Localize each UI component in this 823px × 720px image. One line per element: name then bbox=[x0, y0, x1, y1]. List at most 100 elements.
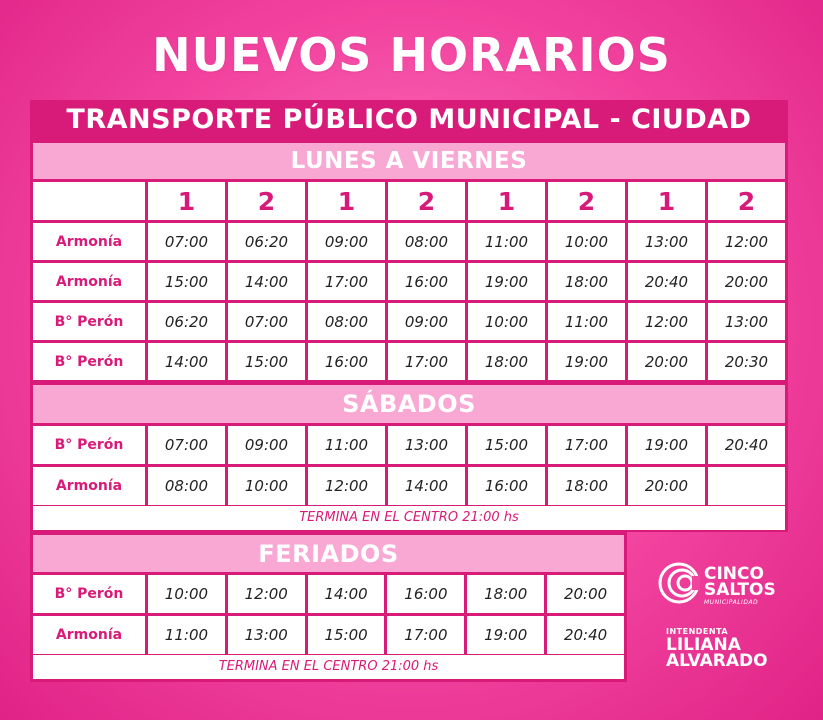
time-cell: 16:00 bbox=[465, 464, 548, 508]
time-cell: 12:00 bbox=[705, 220, 788, 263]
table-row: B° Perón 14:00 15:00 16:00 17:00 18:00 1… bbox=[30, 340, 788, 383]
stop-label: B° Perón bbox=[30, 423, 148, 467]
column-header: 1 bbox=[305, 179, 388, 223]
time-cell: 15:00 bbox=[465, 423, 548, 467]
time-cell: 11:00 bbox=[145, 613, 228, 657]
time-cell: 10:00 bbox=[545, 220, 628, 263]
time-cell: 09:00 bbox=[305, 220, 388, 263]
header-corner-cell bbox=[30, 179, 148, 223]
table-row: B° Perón 07:00 09:00 11:00 13:00 15:00 1… bbox=[30, 423, 788, 467]
time-cell: 18:00 bbox=[465, 340, 548, 383]
table-row: Armonía 08:00 10:00 12:00 14:00 16:00 18… bbox=[30, 464, 788, 508]
column-header: 2 bbox=[705, 179, 788, 223]
time-cell: 20:40 bbox=[625, 260, 708, 303]
saturdays-label: SÁBADOS bbox=[342, 390, 476, 418]
time-cell: 06:20 bbox=[145, 300, 228, 343]
time-cell: 14:00 bbox=[385, 464, 468, 508]
stop-label: Armonía bbox=[30, 260, 148, 303]
table-row: B° Perón 10:00 12:00 14:00 16:00 18:00 2… bbox=[30, 572, 627, 616]
column-header: 2 bbox=[545, 179, 628, 223]
time-cell: 10:00 bbox=[465, 300, 548, 343]
table-row: B° Perón 06:20 07:00 08:00 09:00 10:00 1… bbox=[30, 300, 788, 343]
saturdays-note: TERMINA EN EL CENTRO 21:00 hs bbox=[33, 506, 785, 530]
logo-line-3: MUNICIPALIDAD bbox=[704, 599, 759, 606]
stop-label: B° Perón bbox=[30, 340, 148, 383]
time-cell: 11:00 bbox=[465, 220, 548, 263]
time-cell: 20:00 bbox=[625, 464, 708, 508]
time-cell: 07:00 bbox=[145, 220, 228, 263]
time-cell: 10:00 bbox=[145, 572, 228, 616]
time-cell: 15:00 bbox=[304, 613, 388, 657]
weekdays-table: 1 2 1 2 1 2 1 2 Armonía 07:00 06:20 09:0… bbox=[30, 179, 788, 383]
weekdays-label: LUNES A VIERNES bbox=[290, 148, 528, 174]
time-cell: 14:00 bbox=[225, 260, 308, 303]
table-row: Armonía 07:00 06:20 09:00 08:00 11:00 10… bbox=[30, 220, 788, 263]
column-header: 1 bbox=[145, 179, 228, 223]
logo-line-1: CINCO bbox=[704, 564, 764, 584]
time-cell: 20:00 bbox=[544, 572, 627, 616]
time-cell: 14:00 bbox=[145, 340, 228, 383]
time-cell: 07:00 bbox=[225, 300, 308, 343]
time-cell: 13:00 bbox=[385, 423, 468, 467]
time-cell: 08:00 bbox=[145, 464, 228, 508]
time-cell: 20:00 bbox=[625, 340, 708, 383]
stop-label: B° Perón bbox=[30, 300, 148, 343]
page-title: NUEVOS HORARIOS bbox=[152, 28, 671, 82]
intendenta-first-name: LILIANA bbox=[666, 635, 741, 655]
table-row: Armonía 11:00 13:00 15:00 17:00 19:00 20… bbox=[30, 613, 627, 657]
time-cell: 12:00 bbox=[224, 572, 308, 616]
time-cell: 20:40 bbox=[544, 613, 627, 657]
stop-label: Armonía bbox=[30, 464, 148, 508]
saturdays-band: SÁBADOS bbox=[33, 385, 785, 423]
intendenta-label: INTENDENTA bbox=[666, 627, 729, 636]
holidays-table: B° Perón 10:00 12:00 14:00 16:00 18:00 2… bbox=[30, 572, 627, 657]
time-cell: 09:00 bbox=[225, 423, 308, 467]
time-cell: 14:00 bbox=[304, 572, 388, 616]
time-cell: 12:00 bbox=[305, 464, 388, 508]
column-header: 1 bbox=[625, 179, 708, 223]
time-cell: 19:00 bbox=[625, 423, 708, 467]
time-cell: 19:00 bbox=[545, 340, 628, 383]
time-cell: 08:00 bbox=[385, 220, 468, 263]
empty-time-cell bbox=[705, 464, 788, 508]
time-cell: 17:00 bbox=[545, 423, 628, 467]
time-cell: 17:00 bbox=[384, 613, 468, 657]
schedule-subtitle: TRANSPORTE PÚBLICO MUNICIPAL - CIUDAD bbox=[66, 104, 752, 135]
time-cell: 17:00 bbox=[305, 260, 388, 303]
time-cell: 18:00 bbox=[464, 572, 548, 616]
time-cell: 18:00 bbox=[545, 260, 628, 303]
time-cell: 07:00 bbox=[145, 423, 228, 467]
intendenta-last-name: ALVARADO bbox=[666, 651, 768, 671]
saturdays-table: B° Perón 07:00 09:00 11:00 13:00 15:00 1… bbox=[30, 423, 788, 508]
time-cell: 06:20 bbox=[225, 220, 308, 263]
time-cell: 19:00 bbox=[464, 613, 548, 657]
holidays-label: FERIADOS bbox=[258, 540, 399, 568]
stop-label: B° Perón bbox=[30, 572, 148, 616]
time-cell: 10:00 bbox=[225, 464, 308, 508]
time-cell: 20:00 bbox=[705, 260, 788, 303]
time-cell: 13:00 bbox=[625, 220, 708, 263]
stop-label: Armonía bbox=[30, 613, 148, 657]
table-header-row: 1 2 1 2 1 2 1 2 bbox=[30, 179, 788, 223]
time-cell: 08:00 bbox=[305, 300, 388, 343]
time-cell: 17:00 bbox=[385, 340, 468, 383]
time-cell: 13:00 bbox=[705, 300, 788, 343]
table-row: Armonía 15:00 14:00 17:00 16:00 19:00 18… bbox=[30, 260, 788, 303]
time-cell: 11:00 bbox=[545, 300, 628, 343]
column-header: 1 bbox=[465, 179, 548, 223]
time-cell: 13:00 bbox=[224, 613, 308, 657]
time-cell: 20:30 bbox=[705, 340, 788, 383]
time-cell: 12:00 bbox=[625, 300, 708, 343]
time-cell: 19:00 bbox=[465, 260, 548, 303]
cinco-saltos-logo: CINCO SALTOS MUNICIPALIDAD bbox=[658, 562, 788, 610]
column-header: 2 bbox=[225, 179, 308, 223]
time-cell: 09:00 bbox=[385, 300, 468, 343]
time-cell: 20:40 bbox=[705, 423, 788, 467]
time-cell: 16:00 bbox=[384, 572, 468, 616]
holidays-note: TERMINA EN EL CENTRO 21:00 hs bbox=[33, 655, 624, 679]
logo-line-2: SALTOS bbox=[704, 580, 776, 600]
time-cell: 11:00 bbox=[305, 423, 388, 467]
time-cell: 16:00 bbox=[305, 340, 388, 383]
time-cell: 15:00 bbox=[225, 340, 308, 383]
time-cell: 15:00 bbox=[145, 260, 228, 303]
